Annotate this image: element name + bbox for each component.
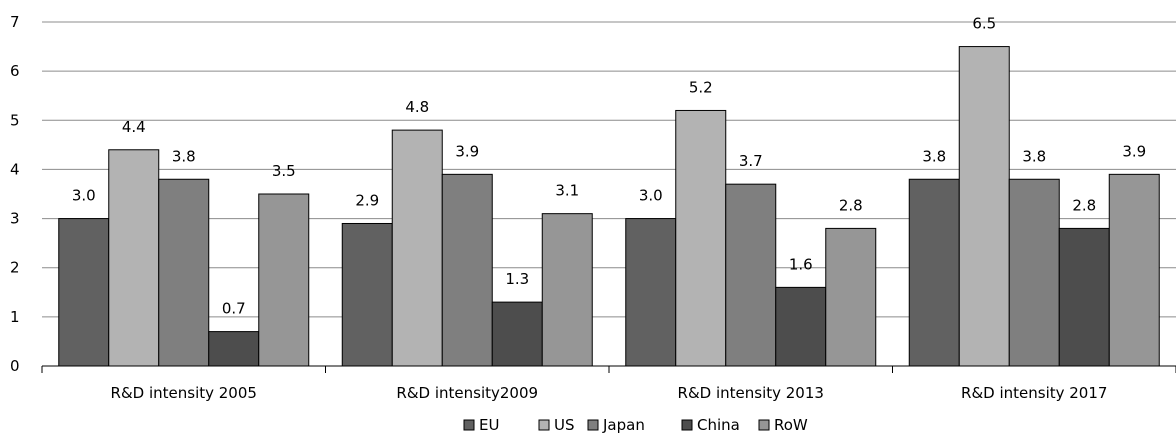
data-label: 2.8 [1072,196,1096,214]
category-label: R&D intensity 2017 [961,384,1107,402]
category-label: R&D intensity2009 [396,384,538,402]
data-label: 3.8 [1022,147,1046,165]
bar-row-1 [541,213,593,367]
y-tick-label: 7 [10,13,20,31]
y-tick-label: 3 [10,210,20,228]
bar-japan-3 [1008,178,1060,367]
data-label: 3.5 [272,162,296,180]
data-label: 3.0 [72,187,96,205]
bar-china-3 [1058,227,1110,367]
bar-china-1 [491,301,543,367]
legend-label: RoW [774,416,808,434]
category-label: R&D intensity 2013 [678,384,824,402]
data-label: 1.6 [789,255,813,273]
data-label: 3.9 [455,142,479,160]
bar-row-0 [258,193,310,367]
legend-swatch-row [758,419,770,431]
bar-us-2 [675,109,727,367]
bar-eu-1 [341,222,393,367]
data-label: 3.8 [922,147,946,165]
y-tick-label: 2 [10,259,20,277]
y-axis-ticks: 0 1 2 3 4 5 6 7 [10,13,20,375]
y-tick-label: 5 [10,111,20,129]
y-tick-label: 1 [10,308,20,326]
legend: EU US Japan China RoW [463,416,808,434]
data-label: 3.8 [172,147,196,165]
bars [58,46,1160,367]
data-label: 2.9 [355,191,379,209]
data-labels: 3.0 2.9 3.0 3.8 4.4 4.8 5.2 6.5 3.8 3.9 3.7 3.8 0.7 1… [72,15,1146,318]
bar-eu-2 [625,218,677,367]
legend-swatch-japan [587,419,599,431]
x-axis [41,365,1176,373]
data-label: 5.2 [689,78,713,96]
bar-us-3 [958,46,1010,367]
data-label: 6.5 [972,15,996,33]
bar-us-0 [108,149,160,367]
data-label: 1.3 [505,270,529,288]
bar-japan-0 [158,178,210,367]
bar-eu-3 [908,178,960,367]
category-labels: R&D intensity 2005 R&D intensity2009 R&D i… [111,384,1108,402]
legend-label: Japan [602,416,645,434]
data-label: 3.0 [639,187,663,205]
legend-swatch-us [538,419,550,431]
y-tick-label: 0 [10,357,20,375]
y-tick-label: 6 [10,62,20,80]
bar-eu-0 [58,218,110,367]
legend-swatch-eu [463,419,475,431]
legend-label: China [697,416,740,434]
data-label: 3.7 [739,152,763,170]
data-label: 3.1 [555,182,579,200]
gridlines [42,21,1176,318]
bar-row-3 [1108,173,1160,367]
bar-row-2 [825,227,877,367]
bar-japan-2 [725,183,777,367]
y-tick-label: 4 [10,160,20,178]
legend-label: US [554,416,575,434]
data-label: 0.7 [222,300,246,318]
data-label: 4.8 [405,98,429,116]
legend-label: EU [479,416,499,434]
bar-china-2 [775,286,827,367]
bar-china-0 [208,331,260,367]
data-label: 4.4 [122,118,146,136]
category-label: R&D intensity 2005 [111,384,257,402]
data-label: 3.9 [1122,142,1146,160]
data-label: 2.8 [839,196,863,214]
bar-us-1 [391,129,443,367]
bar-japan-1 [441,173,493,367]
legend-swatch-china [681,419,693,431]
